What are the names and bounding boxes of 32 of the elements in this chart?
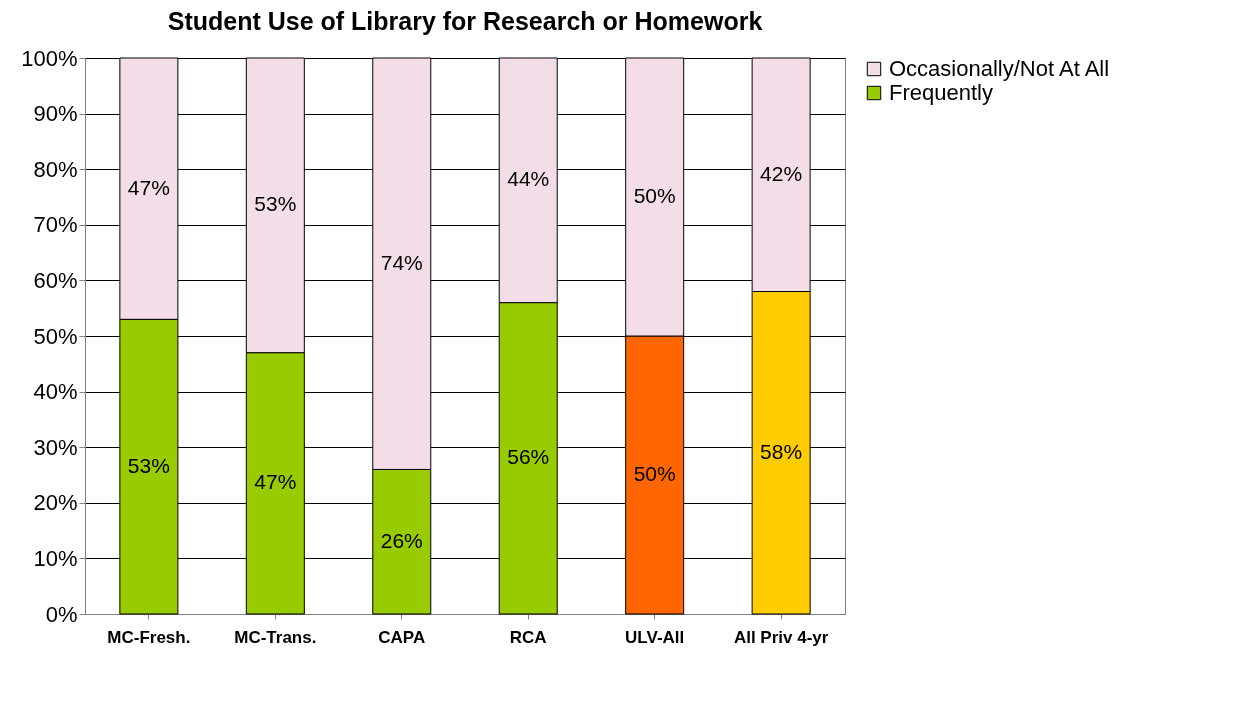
- data-label: 47%: [127, 175, 170, 199]
- data-label: 53%: [127, 453, 170, 477]
- y-tick-label: 40%: [33, 379, 78, 405]
- data-label: 56%: [507, 445, 550, 469]
- y-tick-label: 90%: [33, 101, 78, 127]
- y-tick-label: 80%: [33, 156, 78, 182]
- x-tick-label: RCA: [509, 627, 547, 647]
- data-label: 47%: [254, 470, 297, 494]
- legend-label: Frequently: [889, 80, 993, 105]
- x-tick-label: ULV-All: [625, 627, 685, 647]
- chart-title: Student Use of Library for Research or Homework: [167, 7, 763, 35]
- data-label: 42%: [760, 161, 803, 185]
- data-label: 74%: [380, 250, 423, 274]
- x-tick-label: All Priv 4-yr: [733, 627, 829, 647]
- data-label: 58%: [760, 439, 803, 463]
- x-tick-label: MC-Fresh.: [107, 627, 191, 647]
- y-tick-label: 70%: [33, 212, 78, 238]
- y-tick-label: 50%: [33, 323, 78, 349]
- data-label: 44%: [507, 167, 550, 191]
- y-tick-label: 0%: [45, 601, 78, 627]
- x-tick-label: CAPA: [378, 627, 426, 647]
- data-label: 50%: [633, 184, 676, 207]
- y-tick-label: 20%: [33, 490, 78, 516]
- y-tick-label: 60%: [33, 267, 78, 293]
- legend-label: Occasionally/Not At All: [889, 56, 1110, 81]
- data-label: 26%: [380, 528, 423, 552]
- data-label: 53%: [254, 192, 297, 216]
- x-tick-label: MC-Trans.: [234, 627, 317, 647]
- y-tick-label: 30%: [33, 434, 78, 460]
- data-label: 50%: [633, 462, 676, 485]
- y-tick-label: 10%: [33, 545, 78, 571]
- y-tick-label: 100%: [21, 45, 78, 71]
